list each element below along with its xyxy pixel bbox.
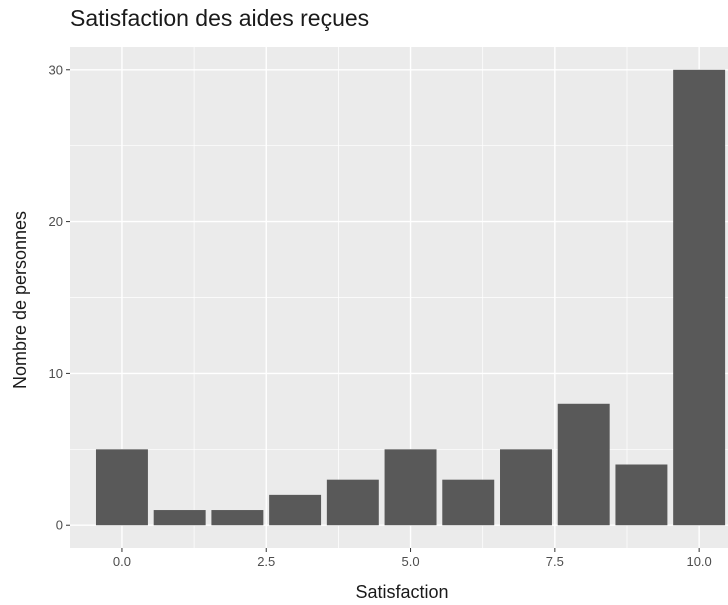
bar [269,494,322,526]
x-tick-label: 7.5 [546,554,564,569]
x-tick-label: 5.0 [402,554,420,569]
bar [442,479,495,526]
bars [95,69,726,526]
bar [326,479,379,526]
bar [153,510,206,526]
chart-title: Satisfaction des aides reçues [70,5,369,31]
y-axis-title: Nombre de personnes [10,211,30,389]
bar [95,449,148,526]
bar [500,449,552,526]
y-tick-label: 20 [49,214,63,229]
x-tick-label: 0.0 [113,554,131,569]
bar [211,510,264,526]
bar [557,403,610,526]
bar [673,69,726,526]
y-tick-label: 30 [49,62,63,77]
bar [384,449,437,526]
bar [615,464,668,526]
axis-ticks: 0.0 2.5 5.0 7.5 10.0 0 10 20 30 [49,62,712,569]
x-axis-title: Satisfaction [355,582,448,602]
x-tick-label: 2.5 [257,554,275,569]
y-tick-label: 10 [49,366,63,381]
x-tick-label: 10.0 [686,554,711,569]
y-tick-label: 0 [56,518,63,533]
